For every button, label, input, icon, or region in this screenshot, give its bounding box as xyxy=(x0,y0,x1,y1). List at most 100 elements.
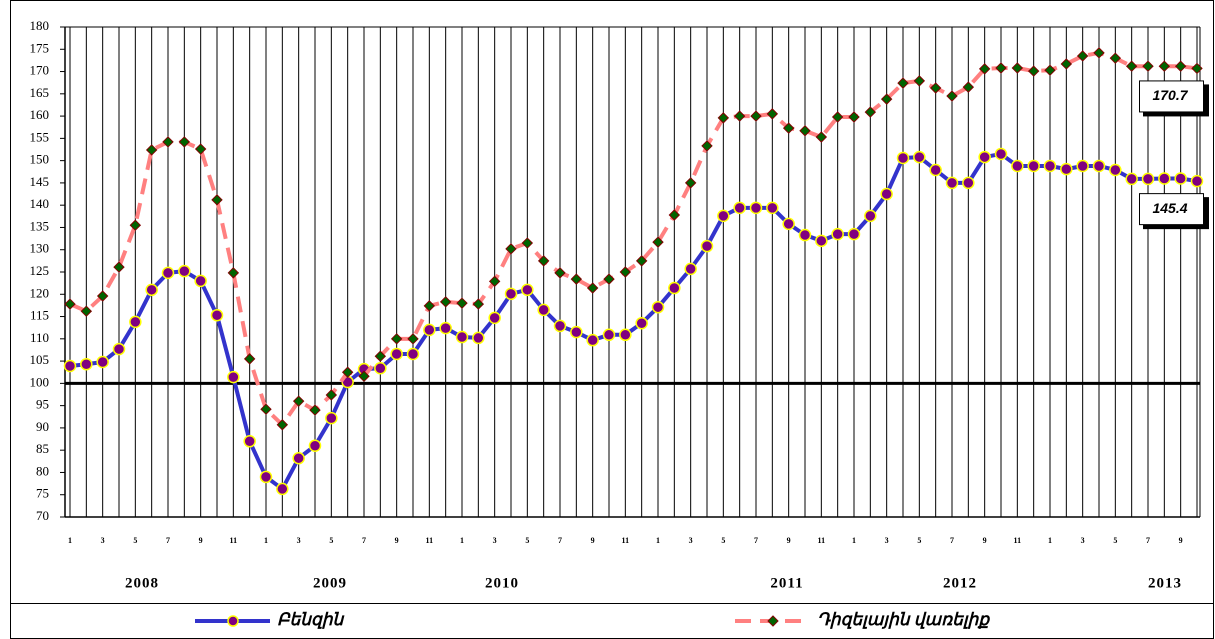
y-tick-label: 180 xyxy=(30,18,50,33)
diamond-marker xyxy=(1125,60,1138,72)
diamond-marker xyxy=(488,275,501,288)
x-tick-label: 1 xyxy=(656,536,660,545)
circle-marker xyxy=(913,150,926,164)
circle-marker xyxy=(1043,159,1057,173)
circle-marker xyxy=(178,264,191,278)
x-tick-label: 11 xyxy=(1014,536,1022,545)
diamond-marker xyxy=(733,110,746,122)
diamond-marker xyxy=(194,143,207,155)
circle-marker xyxy=(570,325,583,339)
x-tick-label: 5 xyxy=(329,536,333,545)
circle-marker xyxy=(96,355,109,369)
circle-marker xyxy=(864,209,877,223)
diamond-marker xyxy=(848,111,860,123)
diamond-marker xyxy=(96,290,109,302)
circle-marker xyxy=(553,319,567,333)
diamond-marker xyxy=(211,194,223,206)
chart-frame xyxy=(10,0,1214,638)
circle-marker xyxy=(619,328,632,342)
y-tick-label: 130 xyxy=(30,241,50,256)
circle-marker xyxy=(635,316,648,330)
diamond-marker xyxy=(619,266,632,278)
year-label: 2013 xyxy=(1148,575,1182,591)
y-tick-label: 140 xyxy=(30,196,50,211)
diamond-marker xyxy=(243,353,256,365)
circle-marker xyxy=(374,361,387,375)
circle-marker xyxy=(717,209,730,223)
x-tick-label: 11 xyxy=(818,536,826,545)
x-tick-label: 7 xyxy=(950,536,954,545)
diamond-marker xyxy=(782,122,795,134)
diamond-marker xyxy=(1158,60,1171,72)
diamond-marker xyxy=(946,90,958,102)
y-tick-label: 115 xyxy=(30,308,49,323)
circle-marker xyxy=(423,323,436,337)
diamond-marker xyxy=(390,333,403,345)
x-tick-label: 11 xyxy=(230,536,238,545)
circle-marker xyxy=(390,347,403,361)
diamond-marker xyxy=(1076,50,1089,62)
diamond-marker xyxy=(684,177,697,189)
series-line xyxy=(69,151,1198,491)
diamond-marker xyxy=(472,298,485,310)
x-tick-label: 1 xyxy=(264,536,268,545)
circle-marker xyxy=(766,201,779,215)
diamond-marker xyxy=(276,419,289,431)
diamond-marker xyxy=(80,305,93,317)
diamond-marker xyxy=(570,273,583,285)
circle-marker xyxy=(406,347,420,361)
diamond-marker xyxy=(766,108,779,120)
y-tick-label: 110 xyxy=(30,330,49,345)
y-tick-label: 165 xyxy=(30,85,50,100)
diamond-marker xyxy=(260,403,272,415)
diamond-marker xyxy=(292,395,305,407)
diamond-marker xyxy=(423,300,436,312)
legend-box xyxy=(10,603,1214,639)
circle-marker xyxy=(1141,172,1155,186)
diamond-marker xyxy=(1174,60,1187,72)
circle-marker xyxy=(1011,159,1024,173)
diamond-marker xyxy=(1027,65,1040,77)
circle-marker xyxy=(521,283,534,297)
legend-marker xyxy=(767,615,779,627)
diamond-marker xyxy=(1011,62,1024,74)
circle-marker xyxy=(325,411,338,425)
x-tick-label: 9 xyxy=(395,536,399,545)
circle-marker xyxy=(112,342,126,356)
circle-marker xyxy=(831,227,844,241)
circle-marker xyxy=(292,451,305,465)
circle-marker xyxy=(308,439,322,452)
x-tick-label: 7 xyxy=(1146,536,1150,545)
circle-marker xyxy=(129,315,142,329)
diamond-marker xyxy=(603,273,615,285)
diamond-marker xyxy=(554,267,566,279)
circle-marker xyxy=(1027,159,1040,173)
x-tick-label: 11 xyxy=(426,536,434,545)
series-line xyxy=(69,50,1198,427)
circle-marker xyxy=(847,227,861,241)
diamond-marker xyxy=(1093,47,1105,59)
x-tick-label: 1 xyxy=(68,536,72,545)
x-tick-label: 5 xyxy=(1113,536,1117,545)
x-tick-label: 9 xyxy=(983,536,987,545)
diamond-marker xyxy=(1044,64,1056,76)
x-tick-label: 3 xyxy=(101,536,105,545)
diamond-marker xyxy=(668,209,681,221)
circle-marker xyxy=(210,308,224,322)
diamond-marker xyxy=(358,370,370,382)
diamond-marker xyxy=(407,333,419,345)
circle-marker xyxy=(537,303,550,317)
circle-marker xyxy=(602,328,616,342)
circle-marker xyxy=(1174,172,1187,185)
circle-marker xyxy=(994,147,1008,161)
diamond-marker xyxy=(635,255,648,267)
end-label-box xyxy=(1139,193,1204,226)
circle-marker xyxy=(488,311,501,325)
x-tick-label: 7 xyxy=(558,536,562,545)
diamond-marker xyxy=(537,255,550,267)
end-label: 145.4 xyxy=(1152,200,1187,216)
x-tick-label: 9 xyxy=(199,536,203,545)
diamond-marker xyxy=(799,125,811,137)
diamond-marker xyxy=(1109,52,1122,64)
diamond-marker xyxy=(750,110,762,122)
